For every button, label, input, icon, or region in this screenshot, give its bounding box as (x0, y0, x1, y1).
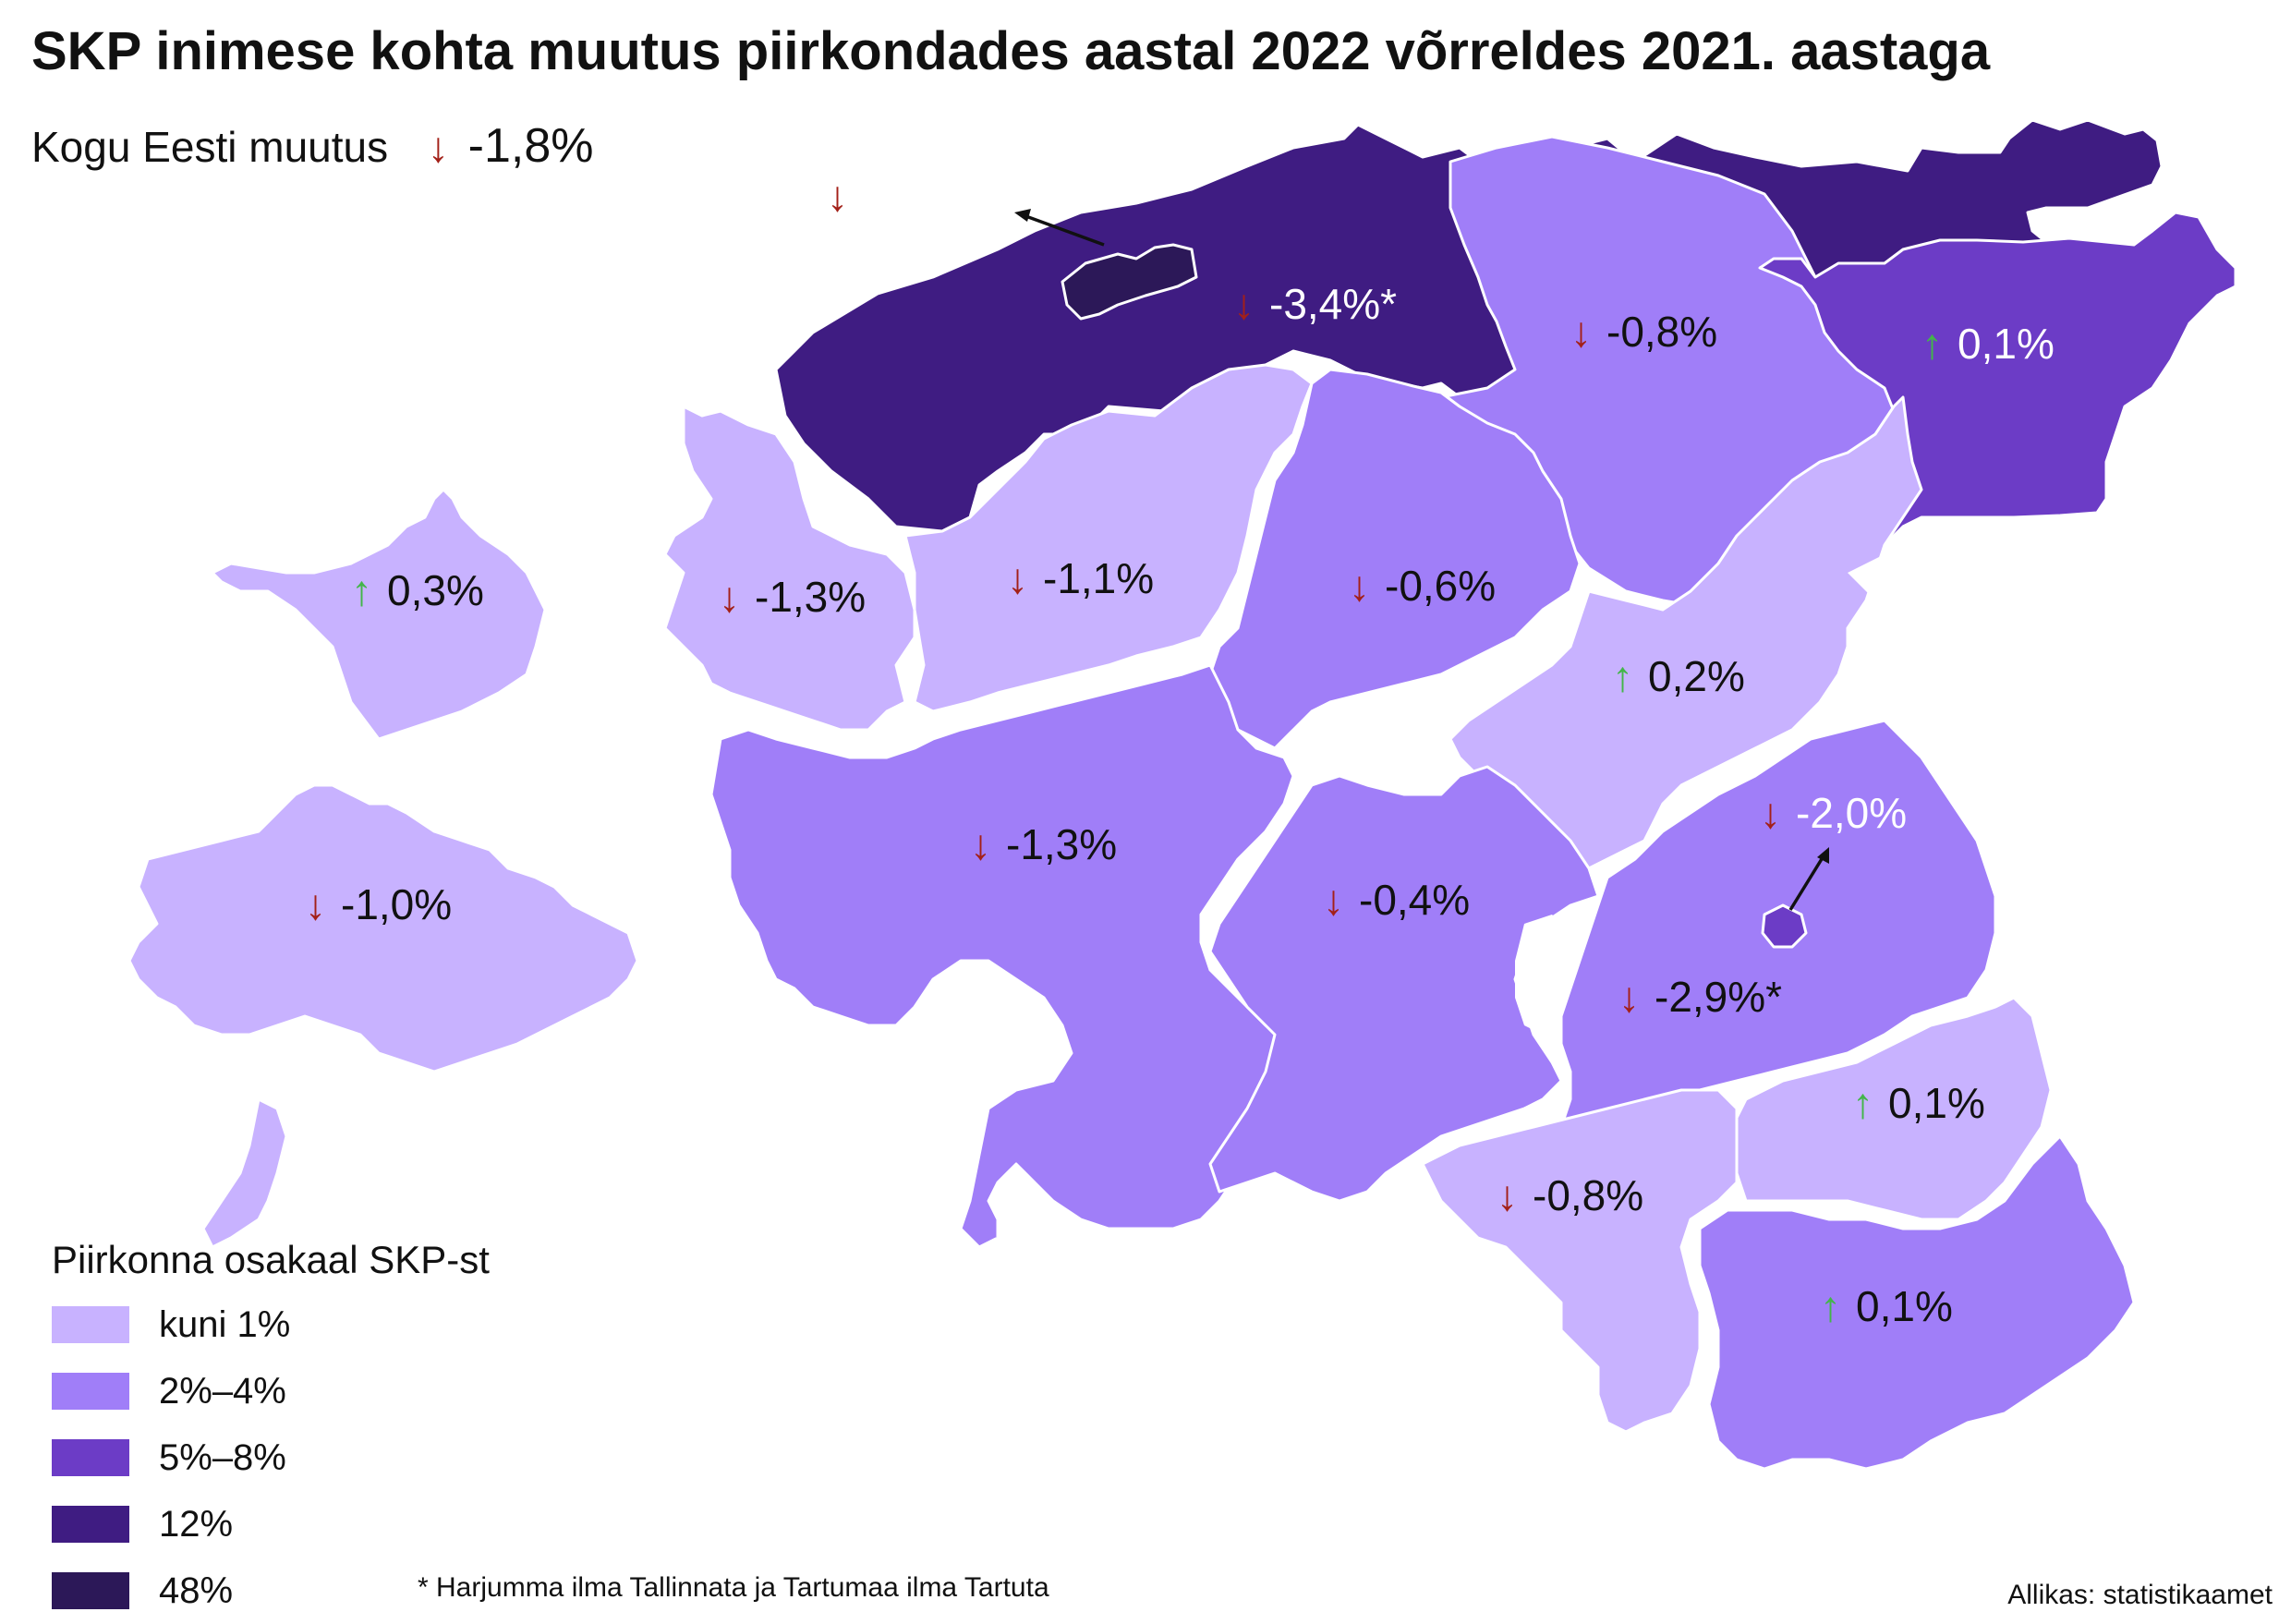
region-raplamaa (903, 363, 1314, 713)
lake-vortsjarv (1515, 915, 1570, 1035)
region-label: ↓ -0,6% (1349, 562, 1496, 610)
region-value: 0,2% (1648, 652, 1745, 700)
region-value: -0,8% (1606, 308, 1717, 356)
region-value: 0,3% (387, 566, 484, 614)
tallinn-pointer-head (1014, 209, 1031, 222)
region-jogevamaa (1449, 395, 1923, 870)
region-label: ↓ -2,0% (1760, 789, 1907, 837)
region-valgamaa (1421, 1088, 1739, 1434)
tartu-pointer-line (1788, 854, 1826, 911)
region-tartu (1761, 903, 1808, 949)
region-value: -3,4%* (1269, 280, 1397, 328)
region-value: 0,1% (1888, 1079, 1985, 1127)
down-arrow-icon: ↓ (427, 123, 449, 171)
footnote: * Harjumma ilma Tallinnata ja Tartumaa i… (418, 1572, 1049, 1603)
legend-item: 48% (52, 1557, 490, 1624)
down-arrow-icon: ↓ (1570, 308, 1592, 356)
region-value: 0,1% (1856, 1282, 1953, 1330)
legend-title: Piirkonna osakaal SKP-st (52, 1238, 490, 1281)
region-parnumaa (709, 663, 1295, 1249)
legend-swatch (52, 1373, 129, 1410)
up-arrow-icon: ↑ (351, 566, 372, 614)
down-arrow-icon: ↓ (1323, 876, 1344, 924)
total-change: Kogu Eesti muutus ↓ -1,8% (31, 118, 594, 174)
lake-shape (1848, 545, 1940, 610)
region-laanemaa (663, 405, 916, 732)
region-label: ↑ 0,2% (1612, 652, 1745, 700)
down-arrow-icon: ↓ (1760, 789, 1781, 837)
down-arrow-icon: ↓ (827, 172, 848, 220)
legend-item: 12% (52, 1491, 490, 1557)
legend-item: kuni 1% (52, 1291, 490, 1358)
source-note: Allikas: statistikaamet (2007, 1580, 2273, 1610)
tartu-pointer-head (1817, 847, 1829, 864)
legend-label: 5%–8% (159, 1436, 286, 1478)
region-viljandimaa (1208, 765, 1600, 1203)
region-label: ↓ -1,0% (305, 880, 452, 928)
down-arrow-icon: ↓ (1233, 280, 1255, 328)
legend-label: 12% (159, 1503, 234, 1545)
region-value: -1,3% (755, 573, 866, 621)
region-value: -1,0% (341, 880, 452, 928)
region-label: ↓ -1,3% (970, 820, 1117, 868)
region-value: -0,8% (1533, 1171, 1643, 1219)
legend-item: 5%–8% (52, 1424, 490, 1491)
page-title: SKP inimese kohta muutus piirkondades aa… (31, 21, 1991, 81)
down-arrow-icon: ↓ (1497, 1171, 1518, 1219)
legend-label: 2%–4% (159, 1370, 286, 1412)
region-label: ↓ -2,5% (827, 172, 974, 220)
region-label: ↑ 0,1% (1852, 1079, 1985, 1127)
region-value: -0,6% (1385, 562, 1496, 610)
total-change-label: Kogu Eesti muutus (31, 123, 389, 171)
region-polvamaa (1735, 996, 2053, 1221)
down-arrow-icon: ↓ (719, 573, 740, 621)
region-label: ↓ -0,8% (1497, 1171, 1643, 1219)
region-value: -2,0% (1796, 789, 1907, 837)
region-value: -1,1% (1043, 554, 1154, 602)
legend-item: 2%–4% (52, 1358, 490, 1424)
legend-swatch (52, 1572, 129, 1609)
region-vorumaa (1698, 1134, 2136, 1471)
region-label: ↓ -3,4%* (1233, 280, 1397, 328)
up-arrow-icon: ↑ (1612, 652, 1633, 700)
region-saaremaa (127, 783, 639, 1249)
region-label: ↓ -1,3% (719, 573, 866, 621)
up-arrow-icon: ↑ (1921, 320, 1943, 368)
region-value: -2,5% (863, 172, 974, 220)
legend-swatch (52, 1306, 129, 1343)
legend-label: kuni 1% (159, 1303, 291, 1345)
down-arrow-icon: ↓ (1007, 554, 1028, 602)
legend-label: 48% (159, 1569, 234, 1611)
tallinn-pointer-line (1020, 212, 1105, 247)
region-value: -0,4% (1359, 876, 1470, 924)
region-label: ↑ 0,3% (351, 566, 484, 614)
region-label: ↓ -2,9%* (1618, 973, 1782, 1021)
down-arrow-icon: ↓ (1618, 973, 1640, 1021)
total-change-value: -1,8% (467, 119, 594, 173)
region-label: ↑ 0,1% (1820, 1282, 1953, 1330)
region-value: -2,9%* (1655, 973, 1782, 1021)
region-jarvamaa (1208, 368, 1582, 750)
down-arrow-icon: ↓ (1349, 562, 1370, 610)
down-arrow-icon: ↓ (305, 880, 326, 928)
region-tallinn (1061, 243, 1198, 321)
region-label: ↓ -0,8% (1570, 308, 1717, 356)
up-arrow-icon: ↑ (1852, 1079, 1873, 1127)
region-label: ↓ -0,4% (1323, 876, 1470, 924)
down-arrow-icon: ↓ (970, 820, 991, 868)
legend: Piirkonna osakaal SKP-st kuni 1% 2%–4% 5… (52, 1238, 490, 1624)
region-hiiumaa (211, 488, 547, 741)
up-arrow-icon: ↑ (1820, 1282, 1841, 1330)
region-label: ↑ 0,1% (1921, 320, 2055, 368)
region-value: -1,3% (1006, 820, 1117, 868)
region-value: 0,1% (1958, 320, 2055, 368)
legend-swatch (52, 1439, 129, 1476)
legend-swatch (52, 1506, 129, 1543)
region-label: ↓ -1,1% (1007, 554, 1154, 602)
